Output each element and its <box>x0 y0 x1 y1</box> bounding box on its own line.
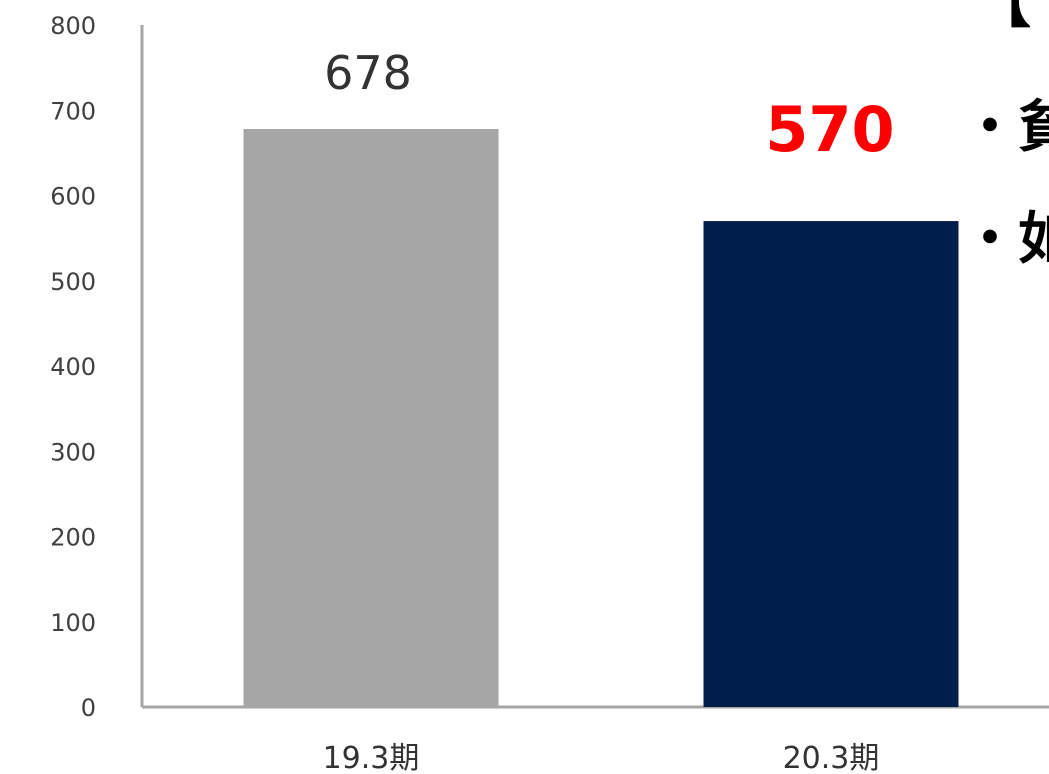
bar-1 <box>243 129 499 707</box>
value-label-1: 678 <box>324 46 412 100</box>
side-text-block: 【 ・貧 ・如 <box>962 0 1049 272</box>
side-text-bracket: 【 <box>975 0 1031 36</box>
value-labels: 678 570 <box>324 46 895 166</box>
value-label-2: 570 <box>765 93 894 166</box>
bar-2 <box>703 221 959 707</box>
y-tick-label: 100 <box>50 609 96 637</box>
x-category-label-2: 20.3期 <box>783 741 880 774</box>
y-tick-label: 700 <box>50 97 96 125</box>
y-tick-label: 200 <box>50 524 96 552</box>
y-tick-label: 0 <box>81 694 96 722</box>
side-text-bullet-1: ・貧 <box>962 95 1049 160</box>
y-tick-label: 300 <box>50 438 96 466</box>
x-axis-category-labels: 19.3期 20.3期 <box>323 741 880 774</box>
bars <box>243 129 959 707</box>
y-tick-label: 400 <box>50 353 96 381</box>
y-tick-label: 500 <box>50 268 96 296</box>
side-text-bullet-2: ・如 <box>962 207 1049 272</box>
y-axis-tick-labels: 0 100 200 300 400 500 600 700 800 <box>50 12 96 722</box>
y-tick-label: 800 <box>50 12 96 40</box>
x-category-label-1: 19.3期 <box>323 741 420 774</box>
y-tick-label: 600 <box>50 183 96 211</box>
